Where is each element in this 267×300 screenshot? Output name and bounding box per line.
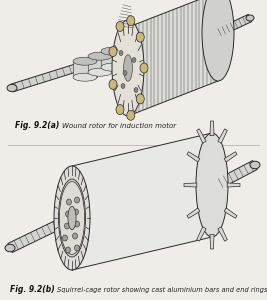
Ellipse shape	[5, 244, 15, 252]
Ellipse shape	[66, 199, 72, 205]
Ellipse shape	[121, 83, 125, 88]
Polygon shape	[8, 214, 74, 253]
Ellipse shape	[68, 206, 76, 230]
Polygon shape	[218, 227, 227, 241]
Ellipse shape	[73, 73, 97, 81]
Ellipse shape	[58, 179, 85, 257]
Ellipse shape	[119, 50, 123, 56]
Text: Fig. 9.2(b): Fig. 9.2(b)	[10, 285, 55, 294]
Polygon shape	[88, 56, 112, 72]
Ellipse shape	[123, 70, 127, 76]
Ellipse shape	[101, 47, 125, 55]
Polygon shape	[62, 226, 77, 248]
Ellipse shape	[246, 15, 254, 21]
Ellipse shape	[74, 221, 80, 227]
Text: Fig. 9.2(a): Fig. 9.2(a)	[15, 121, 59, 130]
Polygon shape	[187, 152, 200, 162]
Ellipse shape	[109, 46, 117, 57]
Polygon shape	[197, 227, 206, 241]
Polygon shape	[218, 129, 227, 143]
Polygon shape	[224, 208, 237, 218]
Polygon shape	[73, 61, 97, 77]
Polygon shape	[224, 152, 237, 162]
Polygon shape	[214, 160, 257, 189]
Ellipse shape	[88, 52, 112, 60]
Ellipse shape	[65, 247, 70, 253]
Polygon shape	[227, 183, 240, 187]
Ellipse shape	[73, 233, 77, 239]
Ellipse shape	[250, 161, 260, 169]
Ellipse shape	[59, 182, 85, 254]
Polygon shape	[187, 208, 200, 218]
Ellipse shape	[136, 94, 144, 104]
Ellipse shape	[196, 133, 228, 237]
Ellipse shape	[101, 63, 125, 71]
Ellipse shape	[73, 209, 78, 215]
Polygon shape	[62, 222, 88, 230]
Polygon shape	[210, 121, 214, 136]
Ellipse shape	[140, 63, 148, 73]
Ellipse shape	[127, 16, 135, 26]
Polygon shape	[216, 14, 252, 37]
Ellipse shape	[202, 0, 234, 81]
Polygon shape	[62, 212, 85, 226]
Polygon shape	[11, 58, 96, 92]
Polygon shape	[62, 203, 77, 226]
Ellipse shape	[65, 211, 70, 217]
Polygon shape	[210, 234, 214, 249]
Ellipse shape	[74, 245, 80, 251]
Ellipse shape	[112, 20, 144, 116]
Polygon shape	[118, 52, 128, 78]
Polygon shape	[128, 0, 218, 116]
Ellipse shape	[132, 58, 136, 62]
Ellipse shape	[74, 197, 80, 203]
Text: Wound rotor for induction motor: Wound rotor for induction motor	[62, 123, 176, 129]
Polygon shape	[197, 129, 206, 143]
Polygon shape	[72, 133, 212, 270]
Ellipse shape	[62, 235, 68, 241]
Polygon shape	[184, 183, 197, 187]
Polygon shape	[62, 226, 85, 241]
Ellipse shape	[73, 57, 97, 65]
Ellipse shape	[65, 223, 69, 229]
Ellipse shape	[124, 55, 132, 81]
Ellipse shape	[54, 166, 90, 270]
Ellipse shape	[109, 80, 117, 89]
Ellipse shape	[116, 21, 124, 32]
Ellipse shape	[134, 88, 138, 92]
Ellipse shape	[116, 105, 124, 115]
Ellipse shape	[7, 84, 17, 92]
Polygon shape	[58, 200, 66, 226]
Text: Squirrel-cage rotor showing cast aluminium bars and end rings: Squirrel-cage rotor showing cast alumini…	[57, 287, 267, 293]
Ellipse shape	[127, 110, 135, 120]
Ellipse shape	[136, 32, 144, 42]
Polygon shape	[101, 51, 125, 67]
Ellipse shape	[88, 68, 112, 76]
